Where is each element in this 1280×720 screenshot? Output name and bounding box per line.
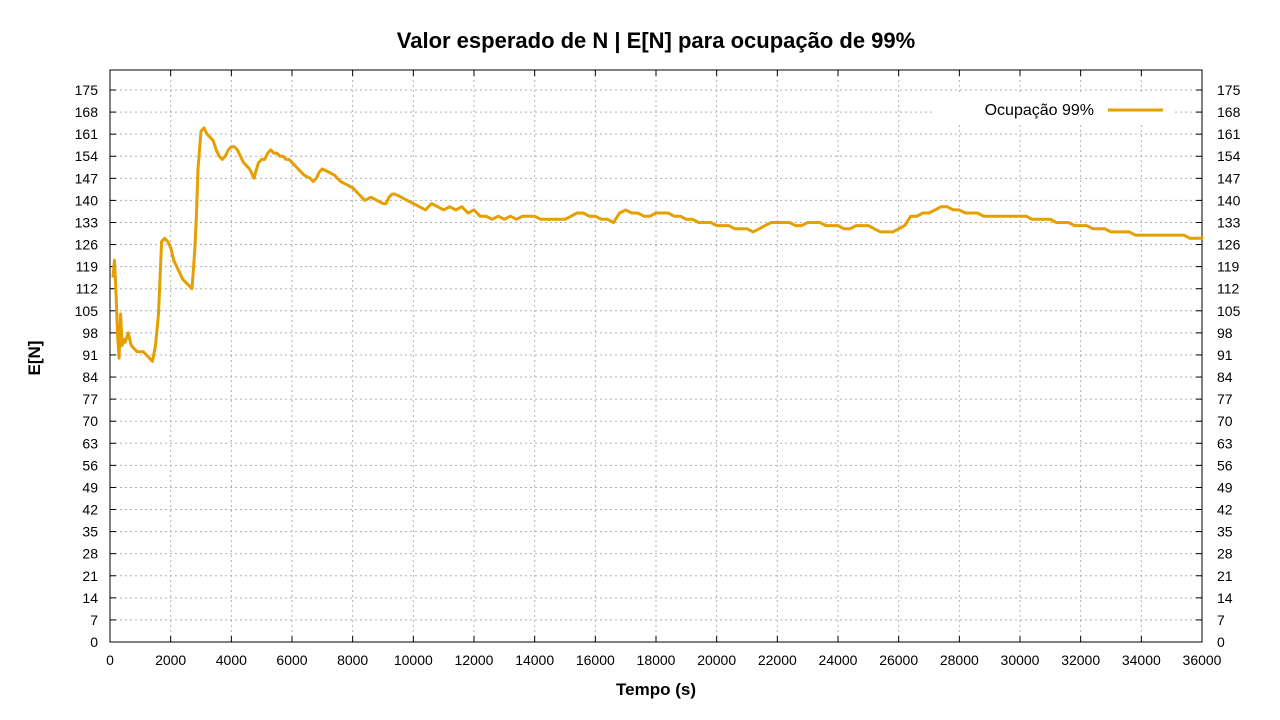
y-tick-label-right: 49 [1217, 479, 1233, 495]
y-tick-label-left: 7 [90, 612, 98, 628]
y-tick-label-left: 154 [75, 148, 99, 164]
y-axis-label: E[N] [25, 341, 44, 376]
y-tick-label-left: 175 [75, 82, 99, 98]
y-tick-label-left: 119 [76, 259, 99, 275]
x-tick-label: 0 [106, 652, 114, 668]
y-tick-label-left: 133 [75, 214, 99, 230]
y-axis-left: 0 7 14 21 28 35 42 49 56 63 70 77 84 91 98 105 112 119 126… [75, 82, 116, 650]
legend-label: Ocupação 99% [985, 102, 1094, 119]
y-tick-label-left: 112 [76, 281, 99, 297]
y-tick-label-left: 147 [75, 170, 99, 186]
y-tick-label-right: 154 [1217, 148, 1241, 164]
y-tick-label-left: 84 [82, 369, 98, 385]
y-tick-label-right: 84 [1217, 369, 1233, 385]
y-tick-label-right: 98 [1217, 325, 1233, 341]
y-tick-label-right: 119 [1217, 259, 1240, 275]
y-tick-label-left: 91 [82, 347, 98, 363]
y-tick-label-right: 105 [1217, 303, 1241, 319]
y-tick-label-right: 77 [1217, 391, 1233, 407]
x-tick-label: 6000 [276, 652, 307, 668]
y-tick-label-left: 28 [82, 546, 98, 562]
x-axis-label: Tempo (s) [616, 680, 696, 699]
x-tick-label: 22000 [758, 652, 797, 668]
y-tick-label-right: 133 [1217, 214, 1241, 230]
y-tick-label-left: 42 [82, 502, 98, 518]
y-tick-label-left: 98 [82, 325, 98, 341]
y-tick-label-left: 63 [82, 435, 98, 451]
y-tick-label-right: 161 [1217, 126, 1241, 142]
x-tick-label: 34000 [1122, 652, 1161, 668]
x-tick-label: 28000 [940, 652, 979, 668]
x-tick-label: 16000 [576, 652, 615, 668]
y-tick-label-right: 112 [1217, 281, 1240, 297]
legend: Ocupação 99% [935, 94, 1175, 124]
x-tick-label: 12000 [455, 652, 494, 668]
y-tick-label-left: 126 [75, 237, 99, 253]
chart-title: Valor esperado de N | E[N] para ocupação… [397, 28, 915, 53]
y-tick-label-right: 147 [1217, 170, 1241, 186]
y-tick-label-right: 140 [1217, 192, 1241, 208]
y-tick-label-left: 70 [82, 413, 98, 429]
y-tick-label-right: 42 [1217, 502, 1233, 518]
x-tick-label: 14000 [515, 652, 554, 668]
y-tick-label-left: 0 [90, 634, 98, 650]
y-tick-label-left: 161 [75, 126, 99, 142]
y-tick-label-left: 21 [82, 568, 98, 584]
y-tick-label-right: 14 [1217, 590, 1233, 606]
x-tick-label: 4000 [216, 652, 247, 668]
y-tick-label-right: 21 [1217, 568, 1233, 584]
y-tick-label-right: 28 [1217, 546, 1233, 562]
x-tick-label: 26000 [879, 652, 918, 668]
y-tick-label-right: 70 [1217, 413, 1233, 429]
y-tick-label-right: 91 [1217, 347, 1233, 363]
y-tick-label-right: 126 [1217, 237, 1241, 253]
y-tick-label-left: 77 [82, 391, 98, 407]
y-tick-label-right: 0 [1217, 634, 1225, 650]
series-group [111, 126, 1204, 363]
x-tick-label: 36000 [1183, 652, 1222, 668]
x-axis: 0 2000 4000 6000 8000 10000 12000 14000 16000 180… [106, 70, 1222, 668]
y-tick-label-left: 49 [82, 479, 98, 495]
y-tick-label-left: 56 [82, 457, 98, 473]
y-tick-label-right: 63 [1217, 435, 1233, 451]
y-tick-label-right: 56 [1217, 457, 1233, 473]
grid [110, 70, 1202, 642]
x-tick-label: 2000 [155, 652, 186, 668]
y-tick-label-right: 7 [1217, 612, 1225, 628]
x-tick-label: 8000 [337, 652, 368, 668]
y-tick-label-left: 14 [82, 590, 98, 606]
y-axis-right: 0 7 14 21 28 35 42 49 56 63 70 77 84 91 98 105 112 119 126… [1196, 82, 1241, 650]
y-tick-label-left: 168 [75, 104, 99, 120]
x-tick-label: 10000 [394, 652, 433, 668]
x-tick-label: 32000 [1061, 652, 1100, 668]
series-line [111, 126, 1204, 363]
x-tick-label: 24000 [819, 652, 858, 668]
y-tick-label-left: 35 [82, 524, 98, 540]
y-tick-label-right: 175 [1217, 82, 1241, 98]
y-tick-label-left: 140 [75, 192, 99, 208]
y-tick-label-left: 105 [75, 303, 99, 319]
x-tick-label: 18000 [637, 652, 676, 668]
y-tick-label-right: 168 [1217, 104, 1241, 120]
x-tick-label: 30000 [1001, 652, 1040, 668]
y-tick-label-right: 35 [1217, 524, 1233, 540]
x-tick-label: 20000 [697, 652, 736, 668]
